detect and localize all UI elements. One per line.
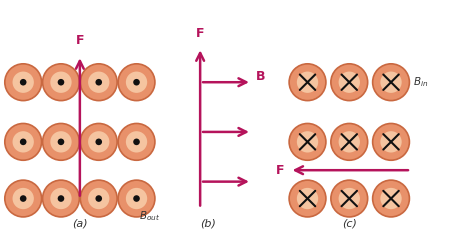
Circle shape: [51, 72, 72, 93]
Circle shape: [5, 180, 41, 217]
Text: $B_{out}$: $B_{out}$: [138, 210, 160, 223]
Text: (c): (c): [342, 218, 357, 228]
Circle shape: [331, 64, 368, 100]
Circle shape: [80, 64, 117, 100]
Circle shape: [373, 180, 410, 217]
Circle shape: [331, 123, 368, 160]
Circle shape: [80, 180, 117, 217]
Circle shape: [13, 131, 34, 153]
Circle shape: [51, 131, 72, 153]
Circle shape: [58, 79, 64, 86]
Circle shape: [126, 188, 147, 209]
Circle shape: [88, 188, 110, 209]
Circle shape: [339, 188, 360, 209]
Circle shape: [289, 180, 326, 217]
Circle shape: [289, 64, 326, 100]
Circle shape: [42, 180, 79, 217]
Circle shape: [80, 123, 117, 160]
Circle shape: [380, 72, 402, 93]
Circle shape: [380, 131, 402, 153]
Circle shape: [96, 139, 102, 145]
Text: F: F: [76, 34, 84, 47]
Circle shape: [42, 64, 79, 100]
Circle shape: [42, 123, 79, 160]
Circle shape: [331, 180, 368, 217]
Circle shape: [5, 123, 41, 160]
Circle shape: [20, 195, 27, 202]
Circle shape: [297, 188, 318, 209]
Text: (a): (a): [72, 218, 87, 228]
Circle shape: [13, 72, 34, 93]
Circle shape: [373, 64, 410, 100]
Circle shape: [133, 195, 140, 202]
Text: $B_{in}$: $B_{in}$: [413, 75, 428, 89]
Circle shape: [339, 131, 360, 153]
Circle shape: [96, 79, 102, 86]
Circle shape: [297, 131, 318, 153]
Circle shape: [289, 123, 326, 160]
Circle shape: [126, 72, 147, 93]
Circle shape: [20, 79, 27, 86]
Circle shape: [51, 188, 72, 209]
Circle shape: [118, 64, 155, 100]
Circle shape: [118, 123, 155, 160]
Circle shape: [58, 195, 64, 202]
Circle shape: [96, 195, 102, 202]
Circle shape: [20, 139, 27, 145]
Circle shape: [373, 123, 410, 160]
Text: (b): (b): [200, 218, 216, 228]
Text: F: F: [276, 164, 285, 177]
Circle shape: [339, 72, 360, 93]
Circle shape: [118, 180, 155, 217]
Circle shape: [133, 139, 140, 145]
Circle shape: [380, 188, 402, 209]
Circle shape: [88, 72, 110, 93]
Circle shape: [5, 64, 41, 100]
Circle shape: [297, 72, 318, 93]
Circle shape: [58, 139, 64, 145]
Text: B: B: [256, 70, 265, 83]
Text: F: F: [196, 27, 204, 41]
Circle shape: [13, 188, 34, 209]
Circle shape: [126, 131, 147, 153]
Circle shape: [133, 79, 140, 86]
Circle shape: [88, 131, 110, 153]
